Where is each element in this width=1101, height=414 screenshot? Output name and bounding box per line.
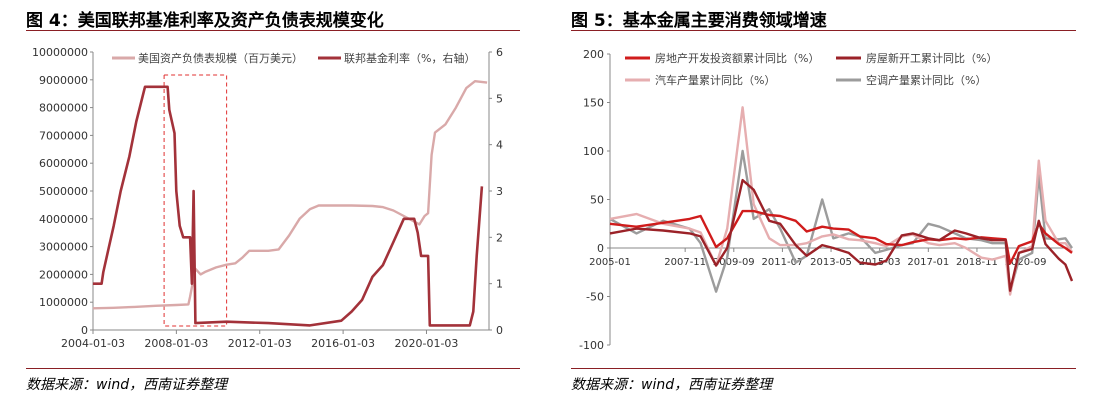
right-chart-y-tick-label: -50 xyxy=(586,291,604,304)
y-left-tick-label: 8000000 xyxy=(39,102,88,115)
legend-label-1: 房地产开发投资额累计同比（%） xyxy=(655,51,819,65)
y-left-tick-label: 6000000 xyxy=(39,157,88,170)
y-left-tick-label: 7000000 xyxy=(39,129,88,142)
y-left-tick-label: 5000000 xyxy=(39,185,88,198)
x-tick-label: 2016-01-03 xyxy=(311,337,375,350)
right-chart-x-tick-label: 2013-05 xyxy=(810,257,852,268)
right-chart-y-tick-label: -100 xyxy=(579,339,604,352)
y-right-tick-label: 0 xyxy=(496,324,503,337)
right-chart-y-tick-label: 0 xyxy=(597,242,604,255)
balance-sheet-line xyxy=(92,79,488,310)
x-tick-label: 2004-01-03 xyxy=(61,337,125,350)
legend-label-4: 空调产量累计同比（%） xyxy=(866,73,986,87)
y-left-tick-label: 2000000 xyxy=(39,268,88,281)
x-tick-label: 2020-01-03 xyxy=(395,337,459,350)
left-chart-title: 图 4：美国联邦基准利率及资产负债表规模变化 xyxy=(26,11,384,31)
y-left-tick-label: 9000000 xyxy=(39,74,88,87)
right-chart-title: 图 5：基本金属主要消费领域增速 xyxy=(571,11,827,31)
y-right-tick-label: 1 xyxy=(496,278,503,291)
y-left-tick-label: 4000000 xyxy=(39,213,88,226)
x-tick-label: 2012-01-03 xyxy=(228,337,292,350)
y-right-tick-label: 4 xyxy=(496,139,503,152)
y-right-tick-label: 5 xyxy=(496,92,503,105)
legend-label-rate: 联邦基金利率（%，右轴） xyxy=(344,51,475,65)
left-title-rule xyxy=(26,30,520,31)
legend-label-2: 房屋新开工累计同比（%） xyxy=(866,51,997,65)
right-chart-x-tick-label: 2005-01 xyxy=(589,257,631,268)
right-chart-y-tick-label: 200 xyxy=(583,48,604,61)
highlight-box xyxy=(163,74,228,327)
series-line-2 xyxy=(609,178,1074,292)
series-line-4 xyxy=(609,149,1073,293)
y-right-tick-label: 6 xyxy=(496,46,503,59)
right-chart-y-tick-label: 50 xyxy=(590,194,604,207)
right-source-note: 数据来源：wind，西南证券整理 xyxy=(571,377,773,393)
y-right-tick-label: 3 xyxy=(496,185,503,198)
right-chart-x-tick-label: 2017-01 xyxy=(907,257,949,268)
y-right-tick-label: 2 xyxy=(496,231,503,244)
right-chart-x-tick-label: 2011-07 xyxy=(762,257,804,268)
left-source-rule xyxy=(26,368,520,369)
left-source-note: 数据来源：wind，西南证券整理 xyxy=(26,377,228,393)
right-chart-x-tick-label: 2018-11 xyxy=(956,257,998,268)
y-left-tick-label: 0 xyxy=(81,324,88,337)
right-source-rule xyxy=(571,368,1076,369)
right-title-rule xyxy=(571,30,1076,31)
y-left-tick-label: 1000000 xyxy=(39,296,88,309)
y-left-tick-label: 3000000 xyxy=(39,241,88,254)
right-chart-x-tick-label: 2009-09 xyxy=(713,257,755,268)
right-chart-x-tick-label: 2007-11 xyxy=(664,257,706,268)
right-chart-y-tick-label: 100 xyxy=(583,145,604,158)
right-chart-x-tick-label: 2020-09 xyxy=(1005,257,1047,268)
legend-label-balance: 美国资产负债表规模（百万美元） xyxy=(138,51,303,65)
y-left-tick-label: 10000000 xyxy=(32,46,88,59)
series-line-1 xyxy=(609,209,1073,265)
right-chart-y-tick-label: 150 xyxy=(583,97,604,110)
legend-label-3: 汽车产量累计同比（%） xyxy=(655,73,775,87)
fed-rate-line xyxy=(92,85,484,327)
x-tick-label: 2008-01-03 xyxy=(144,337,208,350)
